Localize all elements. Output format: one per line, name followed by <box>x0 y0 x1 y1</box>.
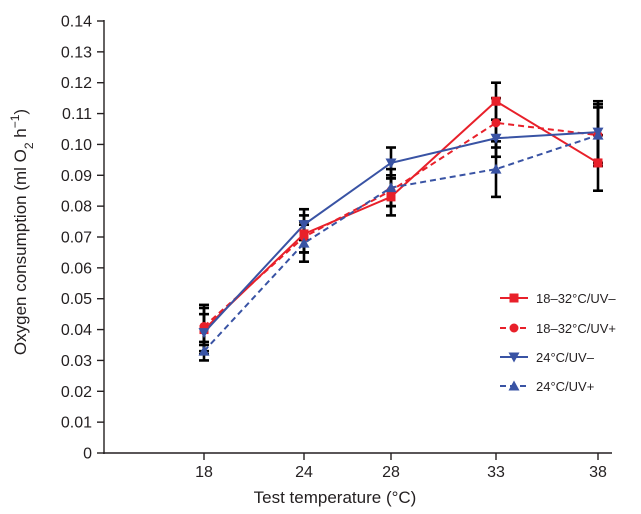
error-bars <box>199 81 603 362</box>
series-lines <box>203 99 599 352</box>
x-axis-title: Test temperature (°C) <box>254 488 417 507</box>
x-tick-label: 24 <box>295 464 313 481</box>
x-ticks: 18 24 28 33 38 <box>195 453 607 481</box>
y-tick-label: 0.05 <box>61 291 92 308</box>
data-point <box>198 345 210 356</box>
y-tick-label: 0.06 <box>61 260 92 277</box>
x-tick-label: 33 <box>487 464 505 481</box>
y-tick-label: 0.09 <box>61 168 92 185</box>
y-axis-title-sub: 2 <box>22 142 36 149</box>
x-tick-label: 38 <box>589 464 607 481</box>
legend-label: 24°C/UV+ <box>536 379 594 394</box>
series-line <box>203 134 599 352</box>
y-tick-label: 0.01 <box>61 415 92 432</box>
series-markers <box>198 96 604 356</box>
legend: 18–32°C/UV– 18–32°C/UV+ 24°C/UV– 24°C/UV+ <box>500 291 616 394</box>
legend-label: 18–32°C/UV– <box>536 291 616 306</box>
data-point <box>198 328 210 339</box>
data-point <box>385 182 397 193</box>
y-tick-label: 0 <box>83 446 92 463</box>
x-tick-label: 28 <box>382 464 400 481</box>
y-axis-title-mid: h <box>11 128 30 142</box>
legend-marker <box>508 352 520 363</box>
y-tick-label: 0.03 <box>61 353 92 370</box>
y-ticks: 0 0.01 0.02 0.03 0.04 0.05 0.06 0.07 0.08 0.09 0.1… <box>61 14 104 463</box>
y-axis-title-post: ) <box>11 109 30 115</box>
y-tick-label: 0.10 <box>61 137 92 154</box>
y-axis-title-sup: −1 <box>8 114 22 128</box>
legend-label: 24°C/UV– <box>536 350 595 365</box>
y-axis-title: Oxygen consumption (ml O2 h−1) <box>8 109 36 355</box>
y-tick-label: 0.07 <box>61 230 92 247</box>
data-point <box>593 158 603 168</box>
data-point <box>299 232 309 242</box>
legend-marker <box>509 323 519 333</box>
y-tick-label: 0.14 <box>61 14 92 31</box>
y-tick-label: 0.13 <box>61 44 92 61</box>
data-point <box>490 133 502 144</box>
y-tick-label: 0.08 <box>61 199 92 216</box>
data-point <box>491 118 501 128</box>
data-point <box>385 158 397 169</box>
legend-marker <box>509 293 519 303</box>
data-point <box>298 237 310 248</box>
y-tick-label: 0.12 <box>61 75 92 92</box>
data-point <box>491 96 501 106</box>
y-tick-label: 0.11 <box>62 106 92 123</box>
data-point <box>298 220 310 231</box>
x-tick-label: 18 <box>195 464 213 481</box>
y-tick-label: 0.02 <box>61 384 92 401</box>
y-tick-label: 0.04 <box>61 322 92 339</box>
y-axis-title-pre: Oxygen consumption (ml O <box>11 149 30 355</box>
data-point <box>592 129 604 140</box>
legend-marker <box>508 380 520 391</box>
data-point <box>386 192 396 202</box>
legend-label: 18–32°C/UV+ <box>536 321 616 336</box>
data-point <box>490 163 502 174</box>
